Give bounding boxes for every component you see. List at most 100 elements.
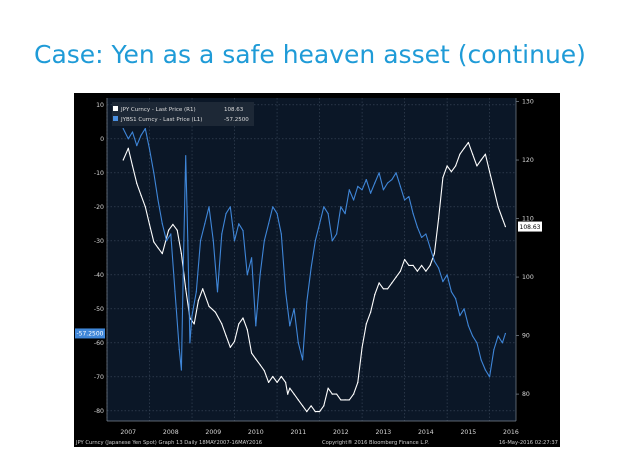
x-axis-tick-label: 2012 bbox=[333, 429, 349, 436]
slide-title: Case: Yen as a safe heaven asset (contin… bbox=[34, 40, 586, 69]
data-point-jpy bbox=[365, 323, 367, 325]
x-axis-tick-label: 2010 bbox=[248, 429, 264, 436]
data-point-jybs1 bbox=[331, 240, 333, 242]
data-point-jpy bbox=[344, 399, 346, 401]
data-point-jpy bbox=[374, 294, 376, 296]
series-line-jybs1 bbox=[122, 128, 506, 378]
data-point-jpy bbox=[463, 147, 465, 149]
data-point-jpy bbox=[127, 147, 129, 149]
chart-footer-center: Copyright® 2016 Bloomberg Finance L.P. bbox=[322, 439, 429, 446]
data-point-jybs1 bbox=[174, 291, 176, 293]
data-point-jybs1 bbox=[314, 240, 316, 242]
chart-svg: 100-10-20-30-40-50-60-70-801301201101009… bbox=[74, 93, 560, 447]
data-point-jpy bbox=[348, 399, 350, 401]
data-point-jybs1 bbox=[144, 128, 146, 130]
legend-swatch-jpy bbox=[113, 106, 118, 111]
data-point-jybs1 bbox=[251, 257, 253, 259]
data-point-jpy bbox=[489, 171, 491, 173]
data-point-jybs1 bbox=[459, 315, 461, 317]
data-point-jpy bbox=[176, 229, 178, 231]
chart-footer-right: 16-May-2016 02:27:37 bbox=[499, 440, 558, 446]
data-point-jpy bbox=[504, 226, 506, 228]
data-point-jybs1 bbox=[472, 335, 474, 337]
last-value-tags: 108.63 -57.2500 bbox=[75, 221, 542, 339]
legend-label-jpy: JPY Curncy - Last Price (R1) bbox=[120, 107, 196, 113]
x-axis-tick-label: 2015 bbox=[461, 429, 477, 436]
data-point-jpy bbox=[214, 311, 216, 313]
data-point-jybs1 bbox=[399, 185, 401, 187]
data-point-jybs1 bbox=[246, 274, 248, 276]
data-point-jybs1 bbox=[446, 274, 448, 276]
data-point-jybs1 bbox=[412, 213, 414, 215]
data-point-jpy bbox=[246, 329, 248, 331]
data-point-jpy bbox=[327, 387, 329, 389]
data-point-jybs1 bbox=[455, 298, 457, 300]
left-axis-tick-label: 0 bbox=[100, 136, 104, 143]
data-point-jpy bbox=[484, 153, 486, 155]
data-point-jybs1 bbox=[425, 233, 427, 235]
data-point-jybs1 bbox=[189, 342, 191, 344]
data-point-jpy bbox=[238, 323, 240, 325]
data-point-jpy bbox=[302, 405, 304, 407]
bloomberg-chart: 10 0 -10 -20 -30 -40 -50 -60 -70 -80 130 120 110 100 9… bbox=[74, 93, 560, 447]
data-point-jybs1 bbox=[122, 128, 124, 130]
data-point-jybs1 bbox=[242, 230, 244, 232]
data-point-jpy bbox=[361, 346, 363, 348]
data-point-jybs1 bbox=[297, 342, 299, 344]
data-point-jybs1 bbox=[195, 291, 197, 293]
data-point-jpy bbox=[408, 264, 410, 266]
data-point-jybs1 bbox=[276, 213, 278, 215]
data-point-jpy bbox=[310, 405, 312, 407]
data-point-jybs1 bbox=[306, 301, 308, 303]
data-point-jybs1 bbox=[319, 223, 321, 225]
data-point-jpy bbox=[370, 311, 372, 313]
legend-label-jybs1: JYBS1 Curncy - Last Price (L1) bbox=[120, 117, 202, 123]
data-point-jybs1 bbox=[348, 189, 350, 191]
data-point-jybs1 bbox=[378, 172, 380, 174]
data-point-jybs1 bbox=[238, 223, 240, 225]
data-point-jybs1 bbox=[285, 291, 287, 293]
data-point-jpy bbox=[421, 264, 423, 266]
data-point-jybs1 bbox=[416, 226, 418, 228]
data-point-jybs1 bbox=[131, 131, 134, 133]
data-point-jpy bbox=[233, 340, 236, 342]
left-axis-tick-label: -40 bbox=[94, 272, 104, 279]
data-point-jybs1 bbox=[216, 291, 219, 293]
data-point-jpy bbox=[197, 299, 199, 302]
data-point-jpy bbox=[272, 375, 274, 378]
data-point-jpy bbox=[472, 153, 474, 155]
data-point-jpy bbox=[259, 364, 261, 366]
series-lines bbox=[122, 128, 506, 413]
data-point-jpy bbox=[357, 381, 359, 383]
data-point-jpy bbox=[382, 288, 384, 290]
data-point-jpy bbox=[180, 253, 182, 255]
x-axis-tick-label: 2009 bbox=[205, 429, 221, 436]
data-point-jybs1 bbox=[382, 189, 384, 191]
left-axis-tick-label: -30 bbox=[94, 238, 104, 245]
data-point-jybs1 bbox=[353, 199, 355, 201]
data-point-jybs1 bbox=[170, 233, 172, 235]
data-point-jpy bbox=[391, 282, 393, 284]
data-point-jybs1 bbox=[187, 240, 189, 242]
data-point-jybs1 bbox=[178, 349, 180, 351]
data-point-jybs1 bbox=[212, 240, 214, 242]
data-point-jybs1 bbox=[429, 247, 431, 249]
data-point-jybs1 bbox=[272, 206, 274, 208]
data-point-jpy bbox=[157, 247, 159, 249]
data-point-jybs1 bbox=[408, 196, 410, 198]
data-point-jybs1 bbox=[157, 199, 159, 201]
data-point-jybs1 bbox=[148, 148, 151, 150]
legend: JPY Curncy - Last Price (R1) 108.63 JYBS… bbox=[112, 102, 254, 126]
data-point-jybs1 bbox=[255, 325, 257, 327]
data-point-jpy bbox=[221, 323, 223, 325]
data-point-jpy bbox=[293, 393, 295, 395]
data-point-jpy bbox=[446, 165, 448, 167]
data-point-jybs1 bbox=[153, 172, 155, 174]
data-point-jpy bbox=[399, 270, 401, 272]
data-point-jpy bbox=[336, 393, 338, 395]
data-point-jpy bbox=[263, 370, 265, 372]
data-point-jpy bbox=[208, 305, 210, 307]
left-axis-tick-label: -60 bbox=[94, 340, 104, 347]
data-point-jpy bbox=[476, 165, 478, 167]
data-point-jpy bbox=[289, 387, 291, 389]
